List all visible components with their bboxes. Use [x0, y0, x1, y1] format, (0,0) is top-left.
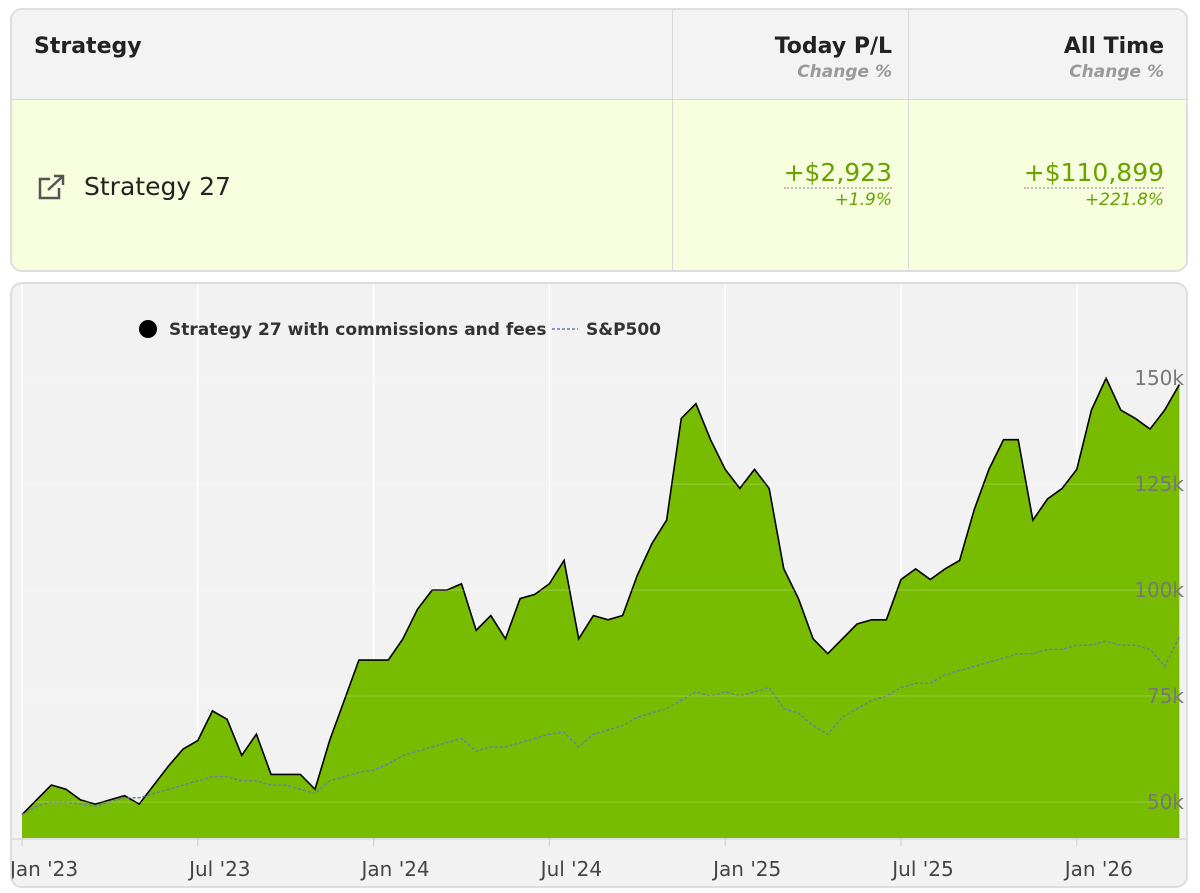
strategy-name[interactable]: Strategy 27 [84, 172, 231, 201]
legend-marker [139, 320, 157, 338]
y-tick-label: 75k [1147, 684, 1184, 708]
all-time-pl: +$110,899 [1023, 158, 1164, 189]
x-tick-label: Jul '23 [187, 857, 250, 881]
legend-label: S&P500 [586, 320, 661, 340]
y-tick-label: 150k [1134, 366, 1184, 390]
legend-label: Strategy 27 with commissions and fees [169, 320, 546, 340]
chart: 50k 75k 100k 125k 150k Jan '23 Jul '23 Jan '24 J… [12, 285, 1186, 881]
header-text: All Time [1063, 34, 1164, 59]
x-tick-label: Jan '24 [360, 857, 430, 881]
header-subtext: Change % [797, 62, 892, 82]
row-cell: Strategy 27 [12, 100, 672, 270]
area-line [21, 376, 1181, 816]
line [21, 636, 1180, 816]
row-cell: +$2,923 +1.9% [672, 100, 908, 270]
x-tick-label: Jul '25 [890, 857, 953, 881]
y-tick-label: 100k [1134, 578, 1184, 602]
x-tick-label: Jan '25 [711, 857, 781, 881]
header-text: Today P/L [774, 34, 892, 59]
header-cell: All Time Change % [908, 10, 1186, 100]
chart-card: 50k 75k 100k 125k 150k Jan '23 Jul '23 Jan '24 J… [10, 282, 1188, 888]
header-cell: Today P/L Change % [672, 10, 908, 100]
row-cell: +$110,899 +221.8% [908, 100, 1186, 270]
header-subtext: Change % [1069, 62, 1164, 82]
all-time-pct: +221.8% [1084, 190, 1164, 210]
external-link-icon[interactable] [36, 174, 68, 202]
x-tick-label: Jan '26 [1063, 857, 1133, 881]
header-cell: Strategy [12, 10, 672, 100]
today-pl: +$2,923 [783, 158, 892, 189]
today-pct: +1.9% [834, 190, 892, 210]
x-tick-label: Jul '24 [539, 857, 602, 881]
header-text: Strategy [34, 34, 142, 59]
y-tick-label: 125k [1134, 472, 1184, 496]
area [22, 378, 1180, 838]
y-tick-label: 50k [1147, 790, 1184, 814]
strategy-table: Strategy Today P/L Change % All Time Cha… [10, 8, 1188, 272]
x-tick-label: Jan '23 [12, 857, 78, 881]
